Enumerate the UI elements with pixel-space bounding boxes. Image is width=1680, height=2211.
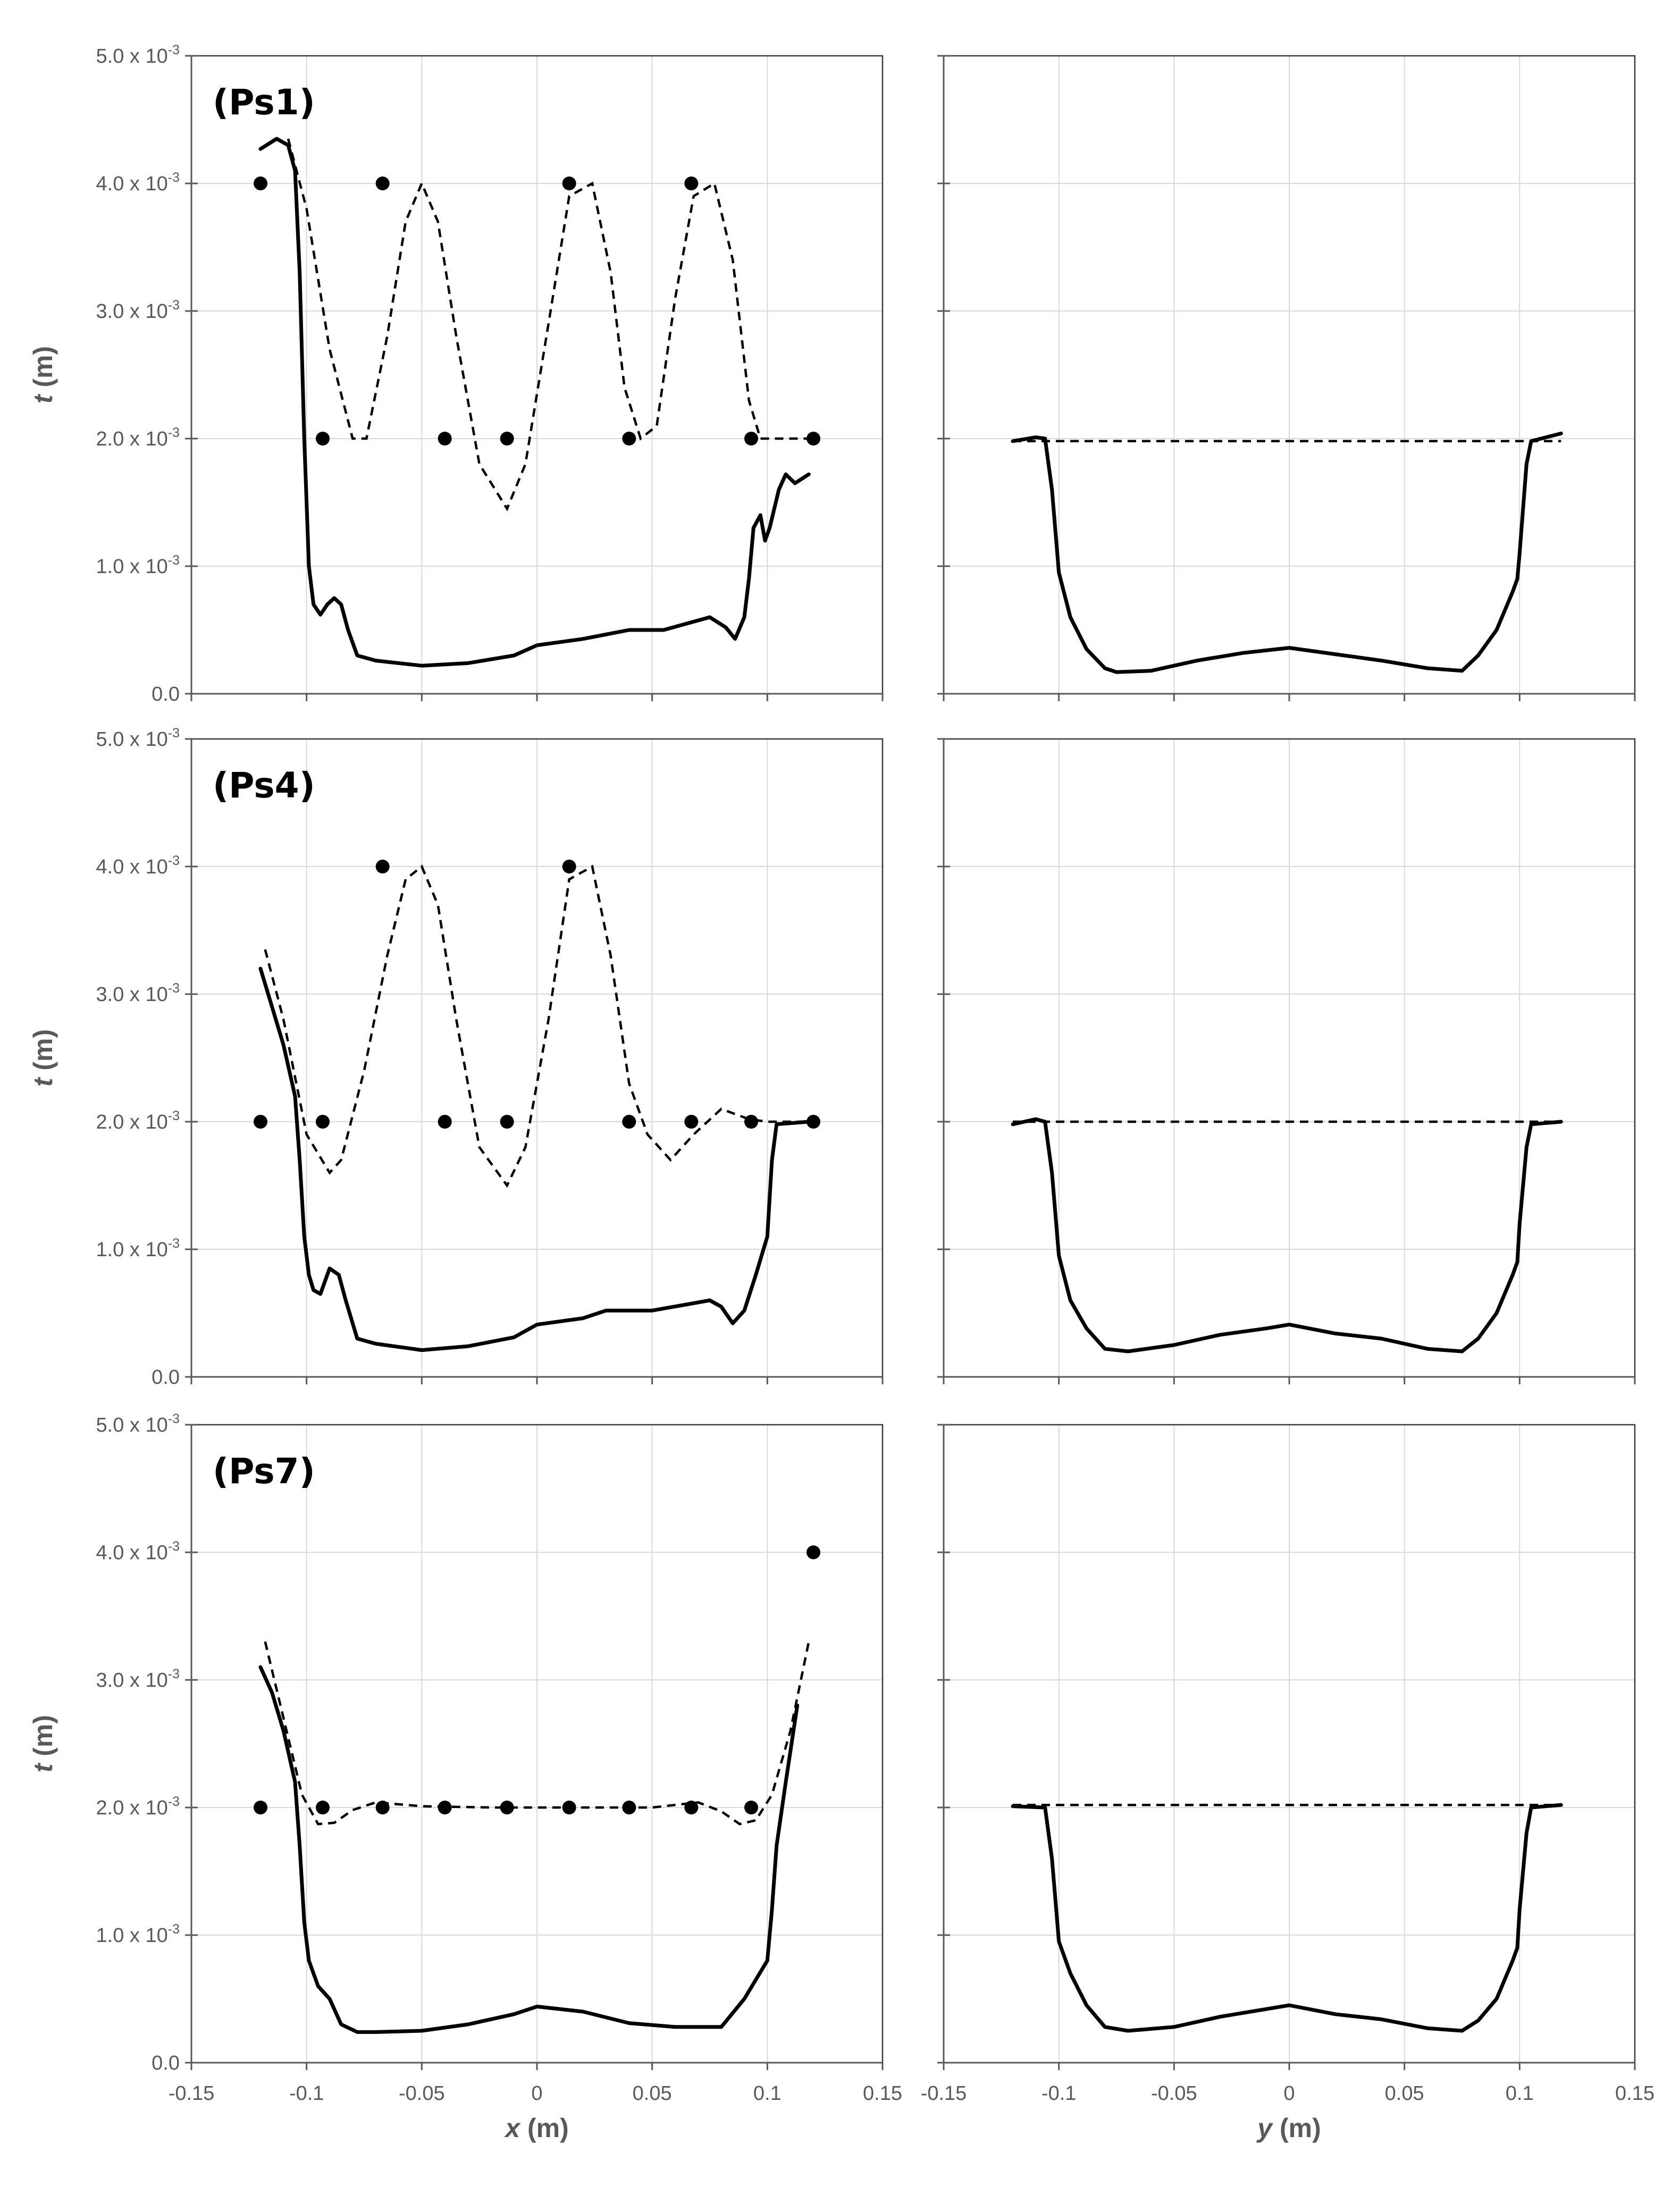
x-tick-label: -0.15 (169, 2082, 215, 2105)
series-solid-line (1011, 1117, 1563, 1353)
y-tick-label: 1.0 x 10-3 (96, 1236, 180, 1261)
data-point-marker (254, 176, 267, 190)
y-tick-label: 5.0 x 10-3 (96, 43, 180, 68)
data-point-marker (500, 1801, 514, 1814)
data-point-marker (684, 1115, 699, 1129)
y-tick-label: 1.0 x 10-3 (96, 553, 180, 578)
panel-label: (Ps1) (213, 82, 315, 123)
data-point-marker (744, 432, 758, 445)
y-axis-title: t (m) (28, 1715, 58, 1772)
x-tick-label: 0.15 (1615, 2082, 1654, 2105)
data-point-marker (744, 1115, 758, 1129)
panel-ps7-x: 0.0 1.0 x 10-3 2.0 x 10-3 3.0 x 10-3 4.0 x 1… (28, 1411, 902, 2143)
x-tick-label: -0.1 (1041, 2082, 1076, 2105)
x-tick-label: 0.05 (633, 2082, 672, 2105)
panel-ps4-x: 0.0 1.0 x 10-3 2.0 x 10-3 3.0 x 10-3 4.0 x 1… (28, 726, 884, 1389)
y-axis-title: t (m) (28, 346, 58, 403)
panel-label: (Ps4) (213, 765, 315, 806)
y-tick-label: 2.0 x 10-3 (96, 1108, 180, 1133)
data-point-marker (562, 176, 576, 190)
data-point-marker (807, 432, 820, 445)
series-solid-line (258, 1665, 800, 2034)
y-tick-label: 3.0 x 10-3 (96, 1667, 180, 1692)
data-point-marker (622, 1801, 636, 1814)
data-point-marker (375, 860, 390, 873)
data-point-marker (500, 432, 514, 445)
series-solid-line (258, 137, 811, 668)
data-point-marker (438, 1801, 452, 1814)
y-tick-label: 5.0 x 10-3 (96, 726, 180, 751)
x-tick-label: -0.05 (399, 2082, 445, 2105)
series-solid-line (1011, 1803, 1563, 2033)
panel-ps7-y: -0.15 -0.1 -0.05 0 0.05 0.1 0.15 y (m) (921, 1424, 1654, 2143)
y-tick-label: 4.0 x 10-3 (96, 170, 180, 195)
data-point-marker (254, 1801, 267, 1814)
x-tick-label: 0.1 (1506, 2082, 1534, 2105)
y-tick-label: 0.0 (152, 2052, 180, 2074)
panel-ps1-x: 0.0 1.0 x 10-3 2.0 x 10-3 3.0 x 10-3 4.0 x 1… (28, 43, 884, 705)
data-point-marker (807, 1545, 820, 1559)
x-tick-label: 0.05 (1385, 2082, 1424, 2105)
x-tick-label: -0.1 (289, 2082, 324, 2105)
data-point-marker (744, 1801, 758, 1814)
data-point-marker (684, 1801, 699, 1814)
data-point-marker (807, 1115, 820, 1129)
data-point-marker (316, 1115, 330, 1129)
series-solid-line (258, 966, 811, 1352)
x-tick-label: 0.1 (753, 2082, 782, 2105)
x-tick-label: 0 (531, 2082, 542, 2105)
data-point-marker (500, 1115, 514, 1129)
y-tick-label: 4.0 x 10-3 (96, 1539, 180, 1564)
y-tick-label: 5.0 x 10-3 (96, 1411, 180, 1436)
data-point-marker (316, 432, 330, 445)
data-point-marker (375, 176, 390, 190)
data-point-marker (622, 432, 636, 445)
y-axis-title: t (m) (28, 1029, 58, 1087)
y-tick-label: 3.0 x 10-3 (96, 981, 180, 1006)
y-tick-label: 3.0 x 10-3 (96, 298, 180, 323)
data-point-marker (316, 1801, 330, 1814)
data-point-marker (375, 1801, 390, 1814)
x-tick-label: 0 (1283, 2082, 1295, 2105)
series-dashed-line (264, 864, 809, 1188)
data-point-marker (562, 860, 576, 873)
y-tick-label: 2.0 x 10-3 (96, 1794, 180, 1819)
series-solid-line (1011, 431, 1563, 674)
series-dashed-line (287, 138, 809, 511)
data-point-marker (684, 176, 699, 190)
data-point-marker (438, 432, 452, 445)
y-tick-label: 4.0 x 10-3 (96, 853, 180, 878)
x-axis-title: x (m) (503, 2113, 568, 2143)
y-tick-label: 2.0 x 10-3 (96, 425, 180, 450)
x-axis-title: y (m) (1256, 2113, 1321, 2143)
y-tick-label: 0.0 (152, 1366, 180, 1389)
panel-ps1-y (937, 55, 1636, 701)
data-point-marker (254, 1115, 267, 1129)
x-tick-label: -0.15 (921, 2082, 967, 2105)
panel-ps4-y (937, 738, 1636, 1384)
y-tick-label: 0.0 (152, 683, 180, 705)
y-tick-label: 1.0 x 10-3 (96, 1922, 180, 1947)
data-point-marker (438, 1115, 452, 1129)
x-tick-label: -0.05 (1151, 2082, 1197, 2105)
x-tick-label: 0.15 (863, 2082, 902, 2105)
data-point-marker (562, 1801, 576, 1814)
panel-label: (Ps7) (213, 1451, 315, 1492)
data-point-marker (622, 1115, 636, 1129)
